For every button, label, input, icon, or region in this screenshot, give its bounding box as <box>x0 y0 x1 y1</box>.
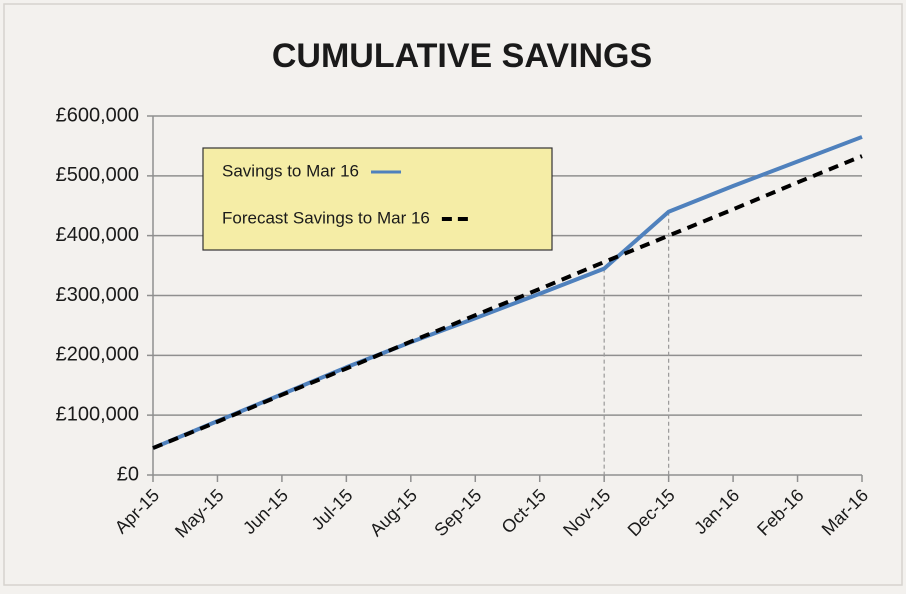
chart-title: CUMULATIVE SAVINGS <box>272 37 652 75</box>
legend-label: Savings to Mar 16 <box>222 161 359 180</box>
y-tick-label: £0 <box>117 463 139 485</box>
y-tick-label: £200,000 <box>56 344 139 366</box>
legend-box <box>202 147 553 251</box>
y-tick-label: £100,000 <box>56 403 139 425</box>
y-tick-label: £300,000 <box>56 284 139 306</box>
legend-label: Forecast Savings to Mar 16 <box>222 208 430 227</box>
series-line <box>152 154 863 450</box>
legend: Savings to Mar 16 Forecast Savings to Mar… <box>202 147 553 251</box>
y-tick-label: £500,000 <box>56 164 139 186</box>
y-tick-label: £600,000 <box>56 104 139 126</box>
y-tick-label: £400,000 <box>56 224 139 246</box>
